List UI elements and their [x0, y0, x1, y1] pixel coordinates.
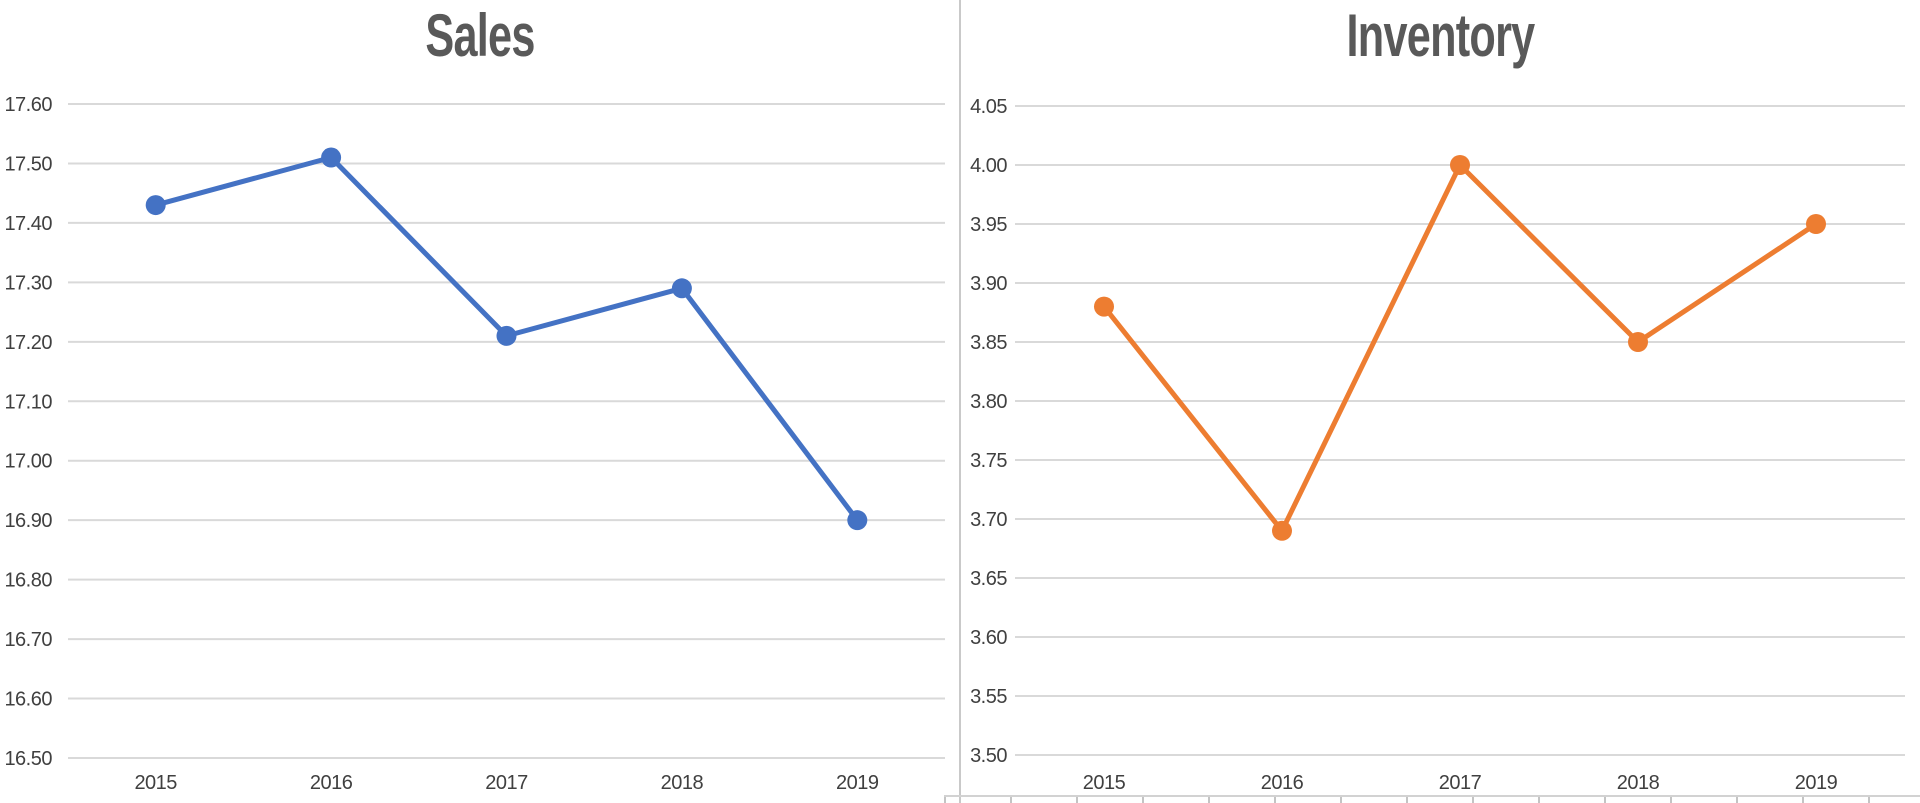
y-axis-tick-label: 17.40: [4, 213, 52, 235]
data-point-marker-2018: [1628, 332, 1648, 352]
y-axis-tick-label: 3.70: [970, 509, 1007, 531]
y-axis-tick-label: 16.80: [4, 570, 52, 592]
x-axis-category-label: 2017: [1439, 772, 1482, 794]
data-point-marker-2018: [671, 278, 692, 299]
y-axis-tick-label: 3.75: [970, 450, 1007, 472]
series-line-inventory: [1101, 162, 1819, 534]
y-axis-tick-label: 17.10: [4, 391, 52, 413]
data-point-marker-2015: [1094, 296, 1114, 317]
y-axis-tick-label: 16.70: [4, 629, 52, 651]
data-point-marker-2019: [847, 510, 868, 531]
data-point-marker-2017: [1450, 155, 1470, 175]
y-axis-tick-label: 17.00: [4, 451, 52, 473]
x-axis-category-label: 2018: [661, 772, 704, 794]
y-axis-tick-label: 4.00: [970, 155, 1007, 177]
y-axis-tick-label: 3.65: [970, 568, 1007, 590]
sales-chart-title: Sales: [425, 2, 535, 69]
data-point-marker-2019: [1806, 214, 1826, 234]
inventory-chart[interactable]: 4.05 4.00 3.95 3.90 3.85 3.80 3.75 3.70 3.65 3.60…: [961, 0, 1920, 803]
x-axis-category-label: 2015: [1083, 772, 1126, 794]
y-axis-tick-label: 16.60: [4, 689, 52, 711]
inventory-line-chart-plot: 4.05 4.00 3.95 3.90 3.85 3.80 3.75 3.70 3.65 3.60…: [970, 96, 1905, 794]
chart-divider-line: [959, 0, 961, 803]
y-axis-tick-label: 16.90: [4, 510, 52, 532]
x-axis-category-label: 2015: [134, 772, 177, 794]
x-axis-category-label: 2019: [836, 772, 879, 794]
y-axis-tick-label: 16.50: [4, 748, 52, 770]
y-axis-tick-label: 4.05: [970, 96, 1007, 118]
y-axis-tick-label: 3.95: [970, 214, 1007, 236]
y-axis-tick-label: 17.60: [4, 94, 52, 116]
sales-line-chart-plot: 17.60 17.50 17.40 17.30 17.20 17.10 17.00 16.90…: [4, 94, 945, 794]
data-point-marker-2016: [1272, 520, 1292, 541]
y-axis-tick-label: 3.55: [970, 686, 1007, 708]
y-axis-tick-label: 17.30: [4, 272, 52, 294]
worksheet-gridline-strip: [944, 795, 1920, 803]
data-point-marker-2016: [321, 147, 342, 168]
sales-chart[interactable]: 17.60 17.50 17.40 17.30 17.20 17.10 17.00 16.90…: [0, 0, 960, 803]
y-axis-tick-label: 17.50: [4, 153, 52, 175]
data-point-marker-2017: [496, 325, 517, 346]
y-axis-tick-label: 17.20: [4, 332, 52, 354]
x-axis-category-label: 2019: [1795, 772, 1838, 794]
y-axis-tick-label: 3.85: [970, 332, 1007, 354]
y-axis-tick-label: 3.50: [970, 745, 1007, 767]
x-axis-category-label: 2018: [1617, 772, 1660, 794]
inventory-chart-title: Inventory: [1346, 2, 1536, 69]
y-axis-tick-label: 3.80: [970, 391, 1007, 413]
data-point-marker-2015: [145, 195, 166, 216]
x-axis-category-label: 2016: [1261, 772, 1304, 794]
y-axis-tick-label: 3.90: [970, 273, 1007, 295]
x-axis-category-label: 2017: [485, 772, 528, 794]
x-axis-category-label: 2016: [310, 772, 353, 794]
y-axis-tick-label: 3.60: [970, 627, 1007, 649]
